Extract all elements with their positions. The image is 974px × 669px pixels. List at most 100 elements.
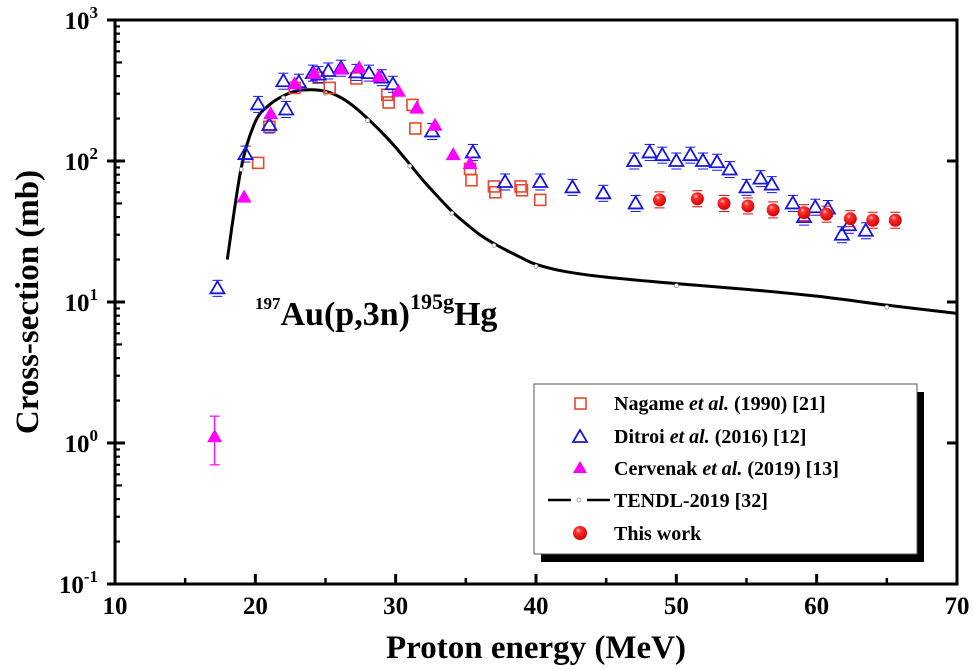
y-axis-title: Cross-section (mb): [10, 170, 46, 434]
legend-label-cervenak: Cervenak et al. (2019) [13]: [614, 458, 839, 480]
ditroi-point: [627, 194, 645, 210]
tendl-curve: [225, 88, 958, 315]
ditroi-point: [751, 169, 770, 185]
ditroi-point: [708, 153, 726, 169]
legend-marker-open-square: [574, 397, 587, 410]
legend-item-this-work: This work: [573, 523, 702, 545]
legend-marker-sphere: [573, 526, 587, 540]
cervenak-point: [207, 429, 223, 443]
data-markers: [207, 59, 902, 466]
legend-box: [533, 383, 918, 555]
y-tick-label: 10-1: [59, 567, 98, 599]
x-tick-label: 40: [524, 593, 549, 620]
ditroi-point: [625, 152, 643, 167]
nagame-point: [251, 156, 265, 170]
y-tick-label: 101: [65, 285, 99, 317]
ditroi-point: [496, 173, 514, 188]
nagame-point: [409, 122, 422, 135]
legend-label-nagame: Nagame et al. (1990) [21]: [614, 393, 826, 415]
axis-ticks: [107, 18, 959, 586]
cervenak-point: [445, 147, 461, 161]
cervenak-point: [236, 189, 252, 203]
tendl-point: [238, 167, 244, 172]
x-tick-label: 50: [664, 593, 689, 620]
y-tick-labels: 10-1 100 101 102 103: [59, 3, 98, 599]
legend-label-this-work: This work: [614, 523, 702, 545]
this-work-point: [797, 206, 811, 220]
this-work-point: [843, 212, 857, 226]
this-work-point: [741, 199, 755, 213]
legend: Nagame et al. (1990) [21] Ditroi et al. …: [533, 383, 924, 562]
ditroi-point: [667, 152, 685, 167]
y-tick-label: 103: [65, 3, 99, 35]
cervenak-point: [306, 65, 322, 79]
nagame-point: [323, 81, 337, 95]
ditroi-point: [641, 143, 659, 159]
x-tick-label: 60: [804, 593, 829, 620]
x-tick-label: 70: [945, 593, 970, 620]
legend-item-nagame: Nagame et al. (1990) [21]: [574, 393, 826, 415]
this-work-point: [819, 207, 833, 221]
tendl-line: [225, 88, 958, 315]
nagame-point: [515, 183, 529, 197]
x-tick-label: 10: [103, 593, 128, 620]
ditroi-point: [531, 173, 549, 188]
ditroi-point: [277, 100, 295, 116]
nagame-point: [533, 193, 547, 207]
legend-item-tendl: TENDL-2019 [32]: [548, 490, 768, 512]
nagame-point: [465, 173, 478, 187]
ditroi-point: [319, 62, 337, 77]
ditroi-point: [594, 184, 612, 200]
cervenak-point: [287, 76, 303, 90]
nagame-point: [489, 185, 502, 199]
tendl-point: [280, 95, 286, 101]
this-work-point: [888, 213, 902, 227]
cervenak-point: [351, 60, 367, 74]
legend-item-cervenak: Cervenak et al. (2019) [13]: [573, 458, 839, 480]
nagame-point: [514, 180, 527, 193]
x-tick-label: 20: [243, 593, 268, 620]
this-work-point: [766, 203, 780, 217]
x-tick-labels: 10 20 30 40 50 60 70: [103, 593, 970, 620]
legend-marker-open-triangle: [571, 428, 589, 443]
cervenak-point: [462, 156, 478, 170]
legend-item-ditroi: Ditroi et al. (2016) [12]: [571, 426, 806, 448]
this-work-point: [652, 193, 666, 207]
tendl-point: [491, 243, 497, 248]
x-tick-label: 30: [383, 593, 408, 620]
nagame-point: [350, 72, 363, 85]
legend-marker-filled-triangle: [573, 461, 587, 473]
ditroi-point: [694, 152, 712, 167]
tendl-point: [449, 210, 455, 216]
ditroi-point: [784, 194, 802, 210]
ditroi-point: [384, 75, 402, 91]
nagame-point: [382, 96, 395, 109]
ditroi-point: [274, 72, 292, 88]
cervenak-point: [390, 83, 406, 97]
ditroi-point: [737, 178, 756, 194]
legend-label-tendl: TENDL-2019 [32]: [614, 490, 768, 512]
ditroi-point: [721, 160, 739, 176]
tendl-point: [407, 163, 413, 169]
ditroi-point: [763, 175, 781, 191]
ditroi-point: [236, 145, 255, 160]
tendl-point: [673, 283, 679, 289]
cervenak-point: [409, 100, 425, 114]
this-work-point: [717, 196, 731, 210]
ditroi-point: [653, 146, 671, 162]
this-work-point: [690, 192, 704, 206]
legend-label-ditroi: Ditroi et al. (2016) [12]: [614, 426, 806, 448]
x-axis-title: Proton energy (MeV): [386, 630, 686, 666]
this-work-point: [866, 213, 880, 227]
y-tick-label: 100: [65, 426, 99, 458]
tendl-point: [533, 263, 539, 269]
cervenak-point: [427, 117, 443, 131]
reaction-annotation: 197Au(p,3n)195gHg: [255, 289, 497, 333]
cervenak-point: [371, 68, 387, 82]
ditroi-point: [681, 146, 699, 162]
legend-marker-small-circle: [576, 497, 582, 503]
tendl-point: [884, 304, 890, 310]
cervenak-point: [263, 106, 279, 120]
ditroi-point: [249, 95, 267, 111]
